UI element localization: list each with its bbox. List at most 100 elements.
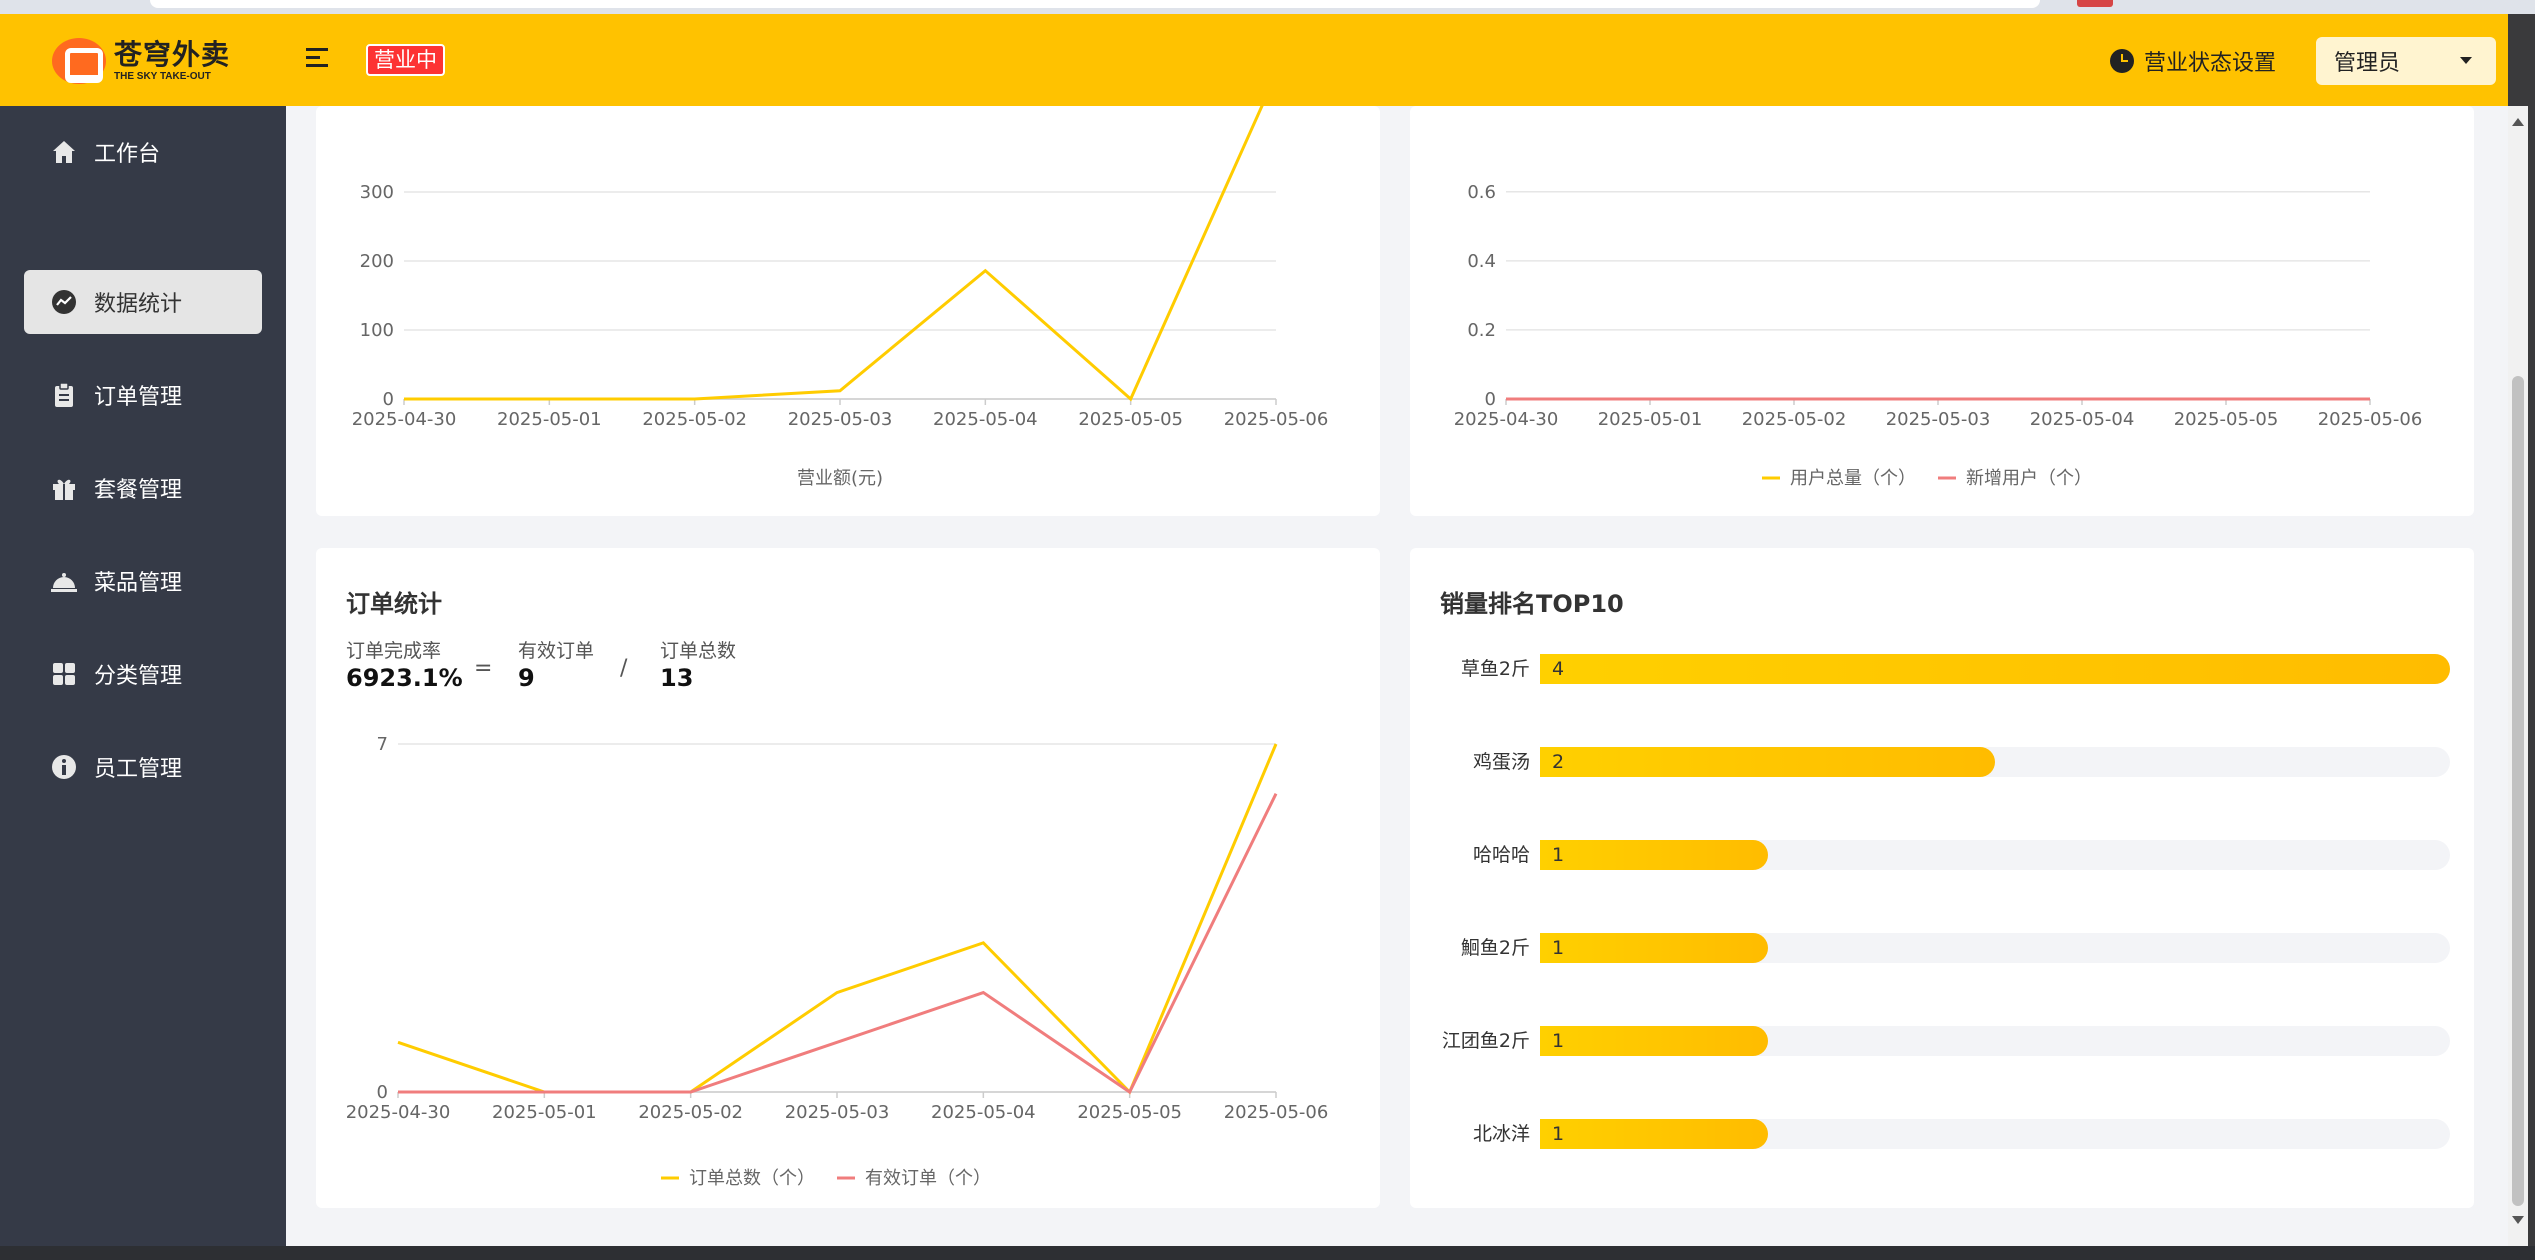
ranking-value: 1 (1552, 1030, 1565, 1052)
ranking-value: 1 (1552, 1123, 1565, 1145)
extension-badge (2077, 0, 2113, 7)
order-stats-card: 订单统计 订单完成率 6923.1% = 有效订单 9 / 订单总数 13 0 7… (316, 548, 1380, 1208)
users-chart: 0 0.2 0.4 0.6 2025-04-30 2025-05-01 2025-05-02… (1454, 182, 2423, 489)
ranking-track: 4 (1540, 654, 2450, 684)
users-card: 0 0.2 0.4 0.6 2025-04-30 2025-05-01 2025-05-02… (1410, 106, 2474, 516)
ranking-value: 4 (1552, 658, 1565, 680)
sidebar-item-employees[interactable]: 员工管理 (24, 735, 262, 799)
x-tick-label: 2025-05-02 (1742, 409, 1847, 430)
x-tick-label: 2025-04-30 (1454, 409, 1559, 430)
ranking-row: 鸡蛋汤 2 (1410, 747, 2450, 777)
sidebar-item-statistics[interactable]: 数据统计 (24, 270, 262, 334)
info-icon (50, 753, 78, 781)
x-tick-label: 2025-05-04 (2030, 409, 2135, 430)
x-tick-label: 2025-05-02 (638, 1102, 743, 1123)
scroll-up-icon[interactable] (2512, 118, 2524, 126)
x-tick-label: 2025-05-05 (2174, 409, 2279, 430)
app: 苍穹外卖 THE SKY TAKE-OUT 营业中 营业状态设置 管理员 (0, 14, 2508, 1246)
ranking-row: 哈哈哈 1 (1410, 840, 2450, 870)
legend-label: 营业额(元) (797, 468, 883, 489)
x-tick-label: 2025-05-03 (785, 1102, 890, 1123)
valid-orders-value: 9 (518, 664, 535, 692)
sidebar-item-dishes[interactable]: 菜品管理 (24, 549, 262, 613)
y-tick-label: 300 (360, 182, 394, 203)
ranking-bar: 4 (1540, 654, 2450, 684)
ranking-title: 销量排名TOP10 (1440, 590, 1624, 618)
logo-icon (52, 38, 106, 84)
ranking-dish-name: 北冰洋 (1472, 1123, 1530, 1145)
business-status-badge: 营业中 (366, 44, 445, 76)
sidebar-item-label: 分类管理 (94, 664, 183, 689)
x-tick-label: 2025-05-05 (1078, 409, 1183, 430)
home-icon (50, 138, 78, 166)
scrollbar-thumb[interactable] (2512, 376, 2524, 1206)
ranking-dish-name: 鸡蛋汤 (1472, 751, 1530, 773)
ranking-bar: 1 (1540, 1119, 1768, 1149)
x-tick-label: 2025-04-30 (352, 409, 457, 430)
revenue-card: 0 100 200 300 2025-04-30 2025-05-01 2025-05-02… (316, 106, 1380, 516)
user-name: 管理员 (2334, 51, 2401, 76)
legend-label: 用户总量（个） (1790, 468, 1916, 489)
sidebar-item-label: 工作台 (94, 142, 161, 167)
clipboard-icon (50, 381, 78, 409)
divide-sign: / (620, 656, 628, 681)
series-line-1 (397, 743, 1278, 1095)
ranking-row: 江团鱼2斤 1 (1410, 1026, 2450, 1056)
os-taskbar (0, 1246, 2535, 1260)
menu-collapse-icon[interactable] (306, 48, 332, 74)
orders-chart: 0 7 2025-04-30 2025-05-01 2025-05-02 2025-05-… (346, 734, 1329, 1189)
user-dropdown[interactable]: 管理员 (2316, 37, 2496, 85)
ranking-row: 鮰鱼2斤 1 (1410, 933, 2450, 963)
sidebar-item-label: 员工管理 (94, 757, 183, 782)
sidebar-item-category[interactable]: 分类管理 (24, 642, 262, 706)
sidebar-item-label: 菜品管理 (94, 571, 183, 596)
series-line-1 (404, 106, 1264, 402)
series-line-2 (398, 793, 1278, 1095)
x-tick-label: 2025-05-06 (1224, 409, 1329, 430)
sidebar-item-label: 数据统计 (94, 292, 183, 317)
legend-label: 新增用户（个） (1966, 468, 2092, 489)
x-tick-label: 2025-05-04 (933, 409, 1038, 430)
page-scrollbar[interactable] (2508, 106, 2528, 1246)
gift-icon (50, 474, 78, 502)
sidebar-item-label: 订单管理 (94, 385, 183, 410)
ranking-row: 北冰洋 1 (1410, 1119, 2450, 1149)
status-setting-label: 营业状态设置 (2144, 51, 2277, 76)
x-tick-label: 2025-05-03 (1886, 409, 1991, 430)
total-orders-value: 13 (660, 664, 694, 692)
valid-orders-label: 有效订单 (518, 640, 595, 662)
order-stats-title: 订单统计 (346, 590, 442, 618)
ranking-value: 1 (1552, 844, 1565, 866)
ranking-row: 草鱼2斤 4 (1410, 654, 2450, 684)
ranking-card: 销量排名TOP10 草鱼2斤 4 鸡蛋汤 2 哈哈哈 1 鮰鱼2斤 1 江团鱼2斤 1 北冰洋 1 (1410, 548, 2474, 1208)
x-tick-label: 2025-05-01 (1598, 409, 1703, 430)
ranking-bar: 1 (1540, 840, 1768, 870)
ranking-track: 1 (1540, 1119, 2450, 1149)
sidebar-item-orders[interactable]: 订单管理 (24, 363, 262, 427)
ranking-value: 2 (1552, 751, 1565, 773)
y-tick-label: 200 (360, 251, 394, 272)
ranking-dish-name: 草鱼2斤 (1460, 658, 1530, 680)
x-tick-label: 2025-05-06 (1224, 1102, 1329, 1123)
x-tick-label: 2025-05-04 (931, 1102, 1036, 1123)
sidebar-item-setmeal[interactable]: 套餐管理 (24, 456, 262, 520)
address-bar[interactable] (150, 0, 2040, 8)
ranking-dish-name: 鮰鱼2斤 (1460, 937, 1530, 959)
sidebar-item-workbench[interactable]: 工作台 (24, 120, 262, 184)
grid-icon (50, 660, 78, 688)
sidebar: 工作台 数据统计 订单管理 套餐管理 (0, 106, 286, 1246)
clock-icon (2110, 49, 2134, 73)
x-tick-label: 2025-05-06 (2318, 409, 2423, 430)
y-tick-label: 100 (360, 320, 394, 341)
ranking-track: 1 (1540, 1026, 2450, 1056)
ranking-bar: 1 (1540, 933, 1768, 963)
ranking-bar: 2 (1540, 747, 1995, 777)
scroll-down-icon[interactable] (2512, 1216, 2524, 1224)
status-setting-button[interactable]: 营业状态设置 (2110, 44, 2276, 78)
top-header: 苍穹外卖 THE SKY TAKE-OUT 营业中 营业状态设置 管理员 (0, 14, 2508, 106)
ranking-track: 1 (1540, 840, 2450, 870)
y-tick-label: 0 (1485, 389, 1496, 410)
total-orders-label: 订单总数 (660, 640, 737, 662)
equals-sign: = (474, 656, 493, 681)
